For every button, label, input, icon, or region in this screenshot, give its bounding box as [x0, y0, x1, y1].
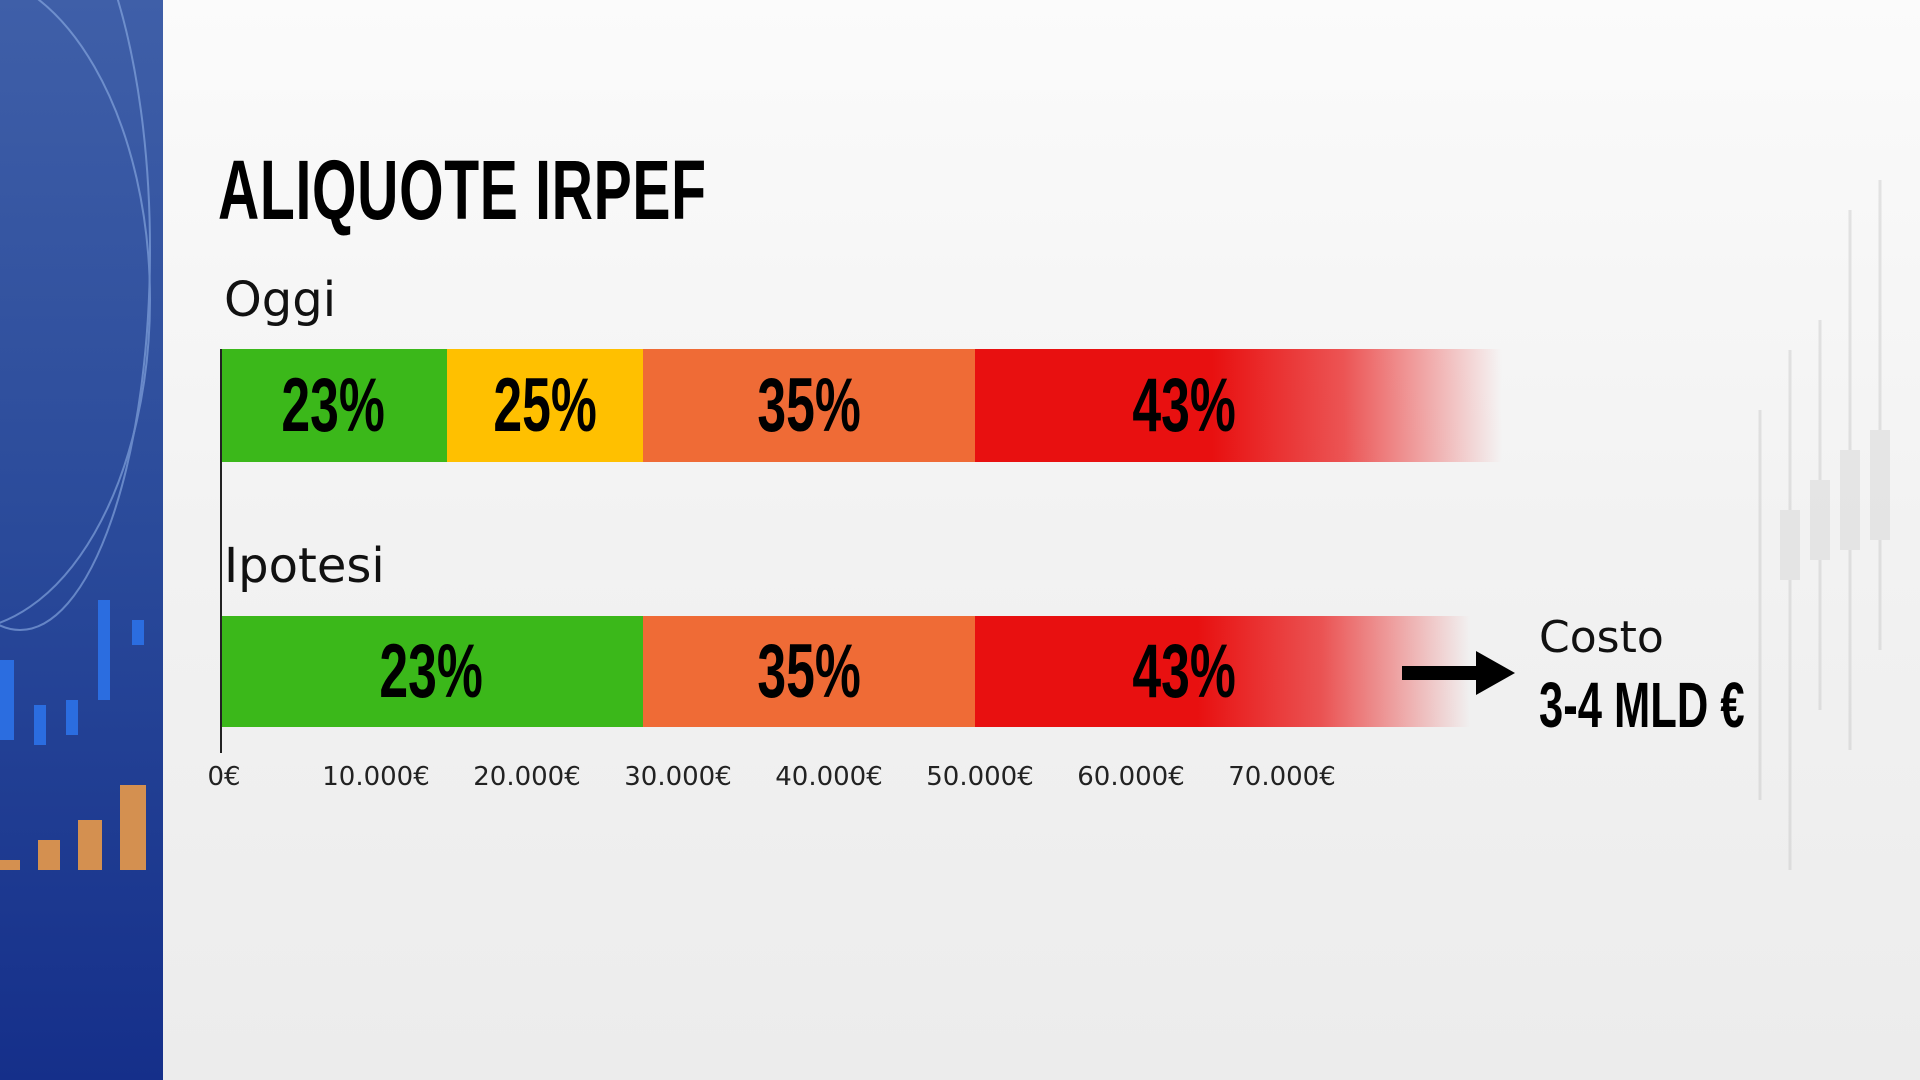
bar-segment-label: 43% — [1132, 629, 1236, 714]
x-tick-label: 20.000€ — [473, 762, 581, 792]
bar-segment-label: 35% — [757, 363, 861, 448]
x-tick-label: 0€ — [207, 762, 241, 792]
bar-segment-label: 23% — [281, 363, 385, 448]
x-tick-label: 10.000€ — [322, 762, 430, 792]
bar-segment-label: 25% — [492, 363, 597, 448]
cost-value: 3-4 MLD € — [1539, 669, 1745, 741]
bar-segment: 43% — [975, 349, 1502, 462]
x-tick-label: 60.000€ — [1077, 762, 1185, 792]
decorative-sidebar — [0, 0, 163, 1080]
chart-title: ALIQUOTE IRPEF — [218, 143, 707, 237]
row-label-oggi: Oggi — [224, 272, 337, 328]
bar-segment-label: 35% — [757, 629, 861, 714]
bar-segment: 23% — [220, 616, 643, 727]
bar-segment: 35% — [642, 349, 975, 462]
arrow-right-icon — [1402, 651, 1515, 695]
background-candlestick-graphic — [1758, 180, 1890, 870]
bar-segment: 35% — [642, 616, 975, 727]
x-tick-label: 70.000€ — [1228, 762, 1336, 792]
bar-segment: 23% — [220, 349, 447, 462]
cost-label: Costo — [1539, 612, 1664, 663]
x-tick-label: 30.000€ — [624, 762, 732, 792]
x-tick-label: 40.000€ — [775, 762, 883, 792]
bar-segment: 25% — [446, 349, 643, 462]
network-graphic-icon — [0, 0, 151, 870]
x-tick-label: 50.000€ — [926, 762, 1034, 792]
bar-segment-label: 23% — [379, 629, 484, 714]
row-label-ipotesi: Ipotesi — [224, 538, 385, 594]
bar-segment-label: 43% — [1132, 363, 1236, 448]
bar-segment: 43% — [975, 616, 1470, 727]
y-axis-line — [220, 349, 222, 753]
